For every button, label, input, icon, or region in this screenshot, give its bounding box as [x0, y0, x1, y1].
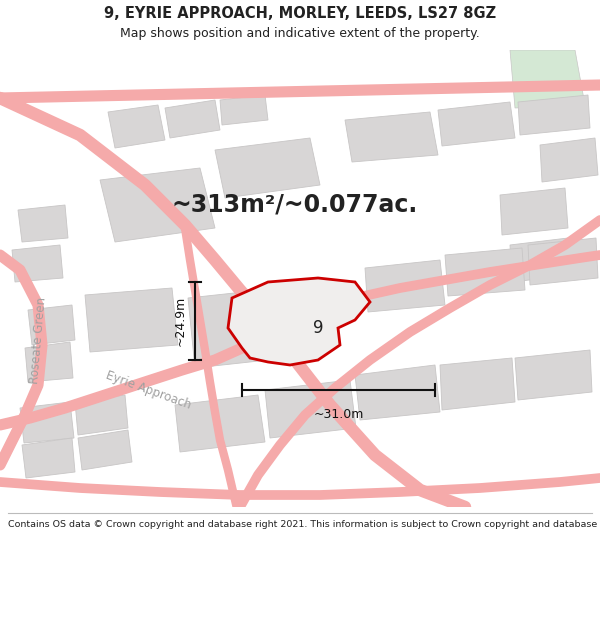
- Polygon shape: [18, 205, 68, 242]
- Text: Contains OS data © Crown copyright and database right 2021. This information is : Contains OS data © Crown copyright and d…: [8, 520, 600, 529]
- Text: ~31.0m: ~31.0m: [313, 408, 364, 421]
- Polygon shape: [108, 105, 165, 148]
- Polygon shape: [20, 402, 74, 443]
- Polygon shape: [500, 188, 568, 235]
- Polygon shape: [345, 112, 438, 162]
- Polygon shape: [100, 168, 215, 242]
- Text: Roseate Green: Roseate Green: [28, 296, 48, 384]
- Polygon shape: [518, 95, 590, 135]
- Polygon shape: [78, 430, 132, 470]
- Polygon shape: [355, 365, 440, 420]
- Polygon shape: [28, 305, 75, 345]
- Polygon shape: [220, 95, 268, 125]
- Polygon shape: [365, 260, 445, 312]
- Polygon shape: [175, 395, 265, 452]
- Polygon shape: [215, 138, 320, 198]
- Polygon shape: [445, 248, 525, 296]
- Polygon shape: [510, 50, 585, 108]
- Text: 9: 9: [313, 319, 323, 337]
- Text: 9, EYRIE APPROACH, MORLEY, LEEDS, LS27 8GZ: 9, EYRIE APPROACH, MORLEY, LEEDS, LS27 8…: [104, 6, 496, 21]
- Text: ~24.9m: ~24.9m: [174, 296, 187, 346]
- Polygon shape: [265, 380, 356, 438]
- Text: Eyrie Approach: Eyrie Approach: [104, 369, 193, 411]
- Text: ~313m²/~0.077ac.: ~313m²/~0.077ac.: [172, 193, 418, 217]
- Polygon shape: [515, 350, 592, 400]
- Polygon shape: [228, 278, 370, 365]
- Polygon shape: [540, 138, 598, 182]
- Polygon shape: [22, 438, 75, 478]
- Text: Map shows position and indicative extent of the property.: Map shows position and indicative extent…: [120, 28, 480, 41]
- Polygon shape: [510, 238, 572, 282]
- Polygon shape: [165, 100, 220, 138]
- Polygon shape: [85, 288, 178, 352]
- Polygon shape: [438, 102, 515, 146]
- Polygon shape: [440, 358, 515, 410]
- Polygon shape: [12, 245, 63, 282]
- Polygon shape: [25, 342, 73, 382]
- Polygon shape: [75, 395, 128, 435]
- Polygon shape: [188, 290, 268, 368]
- Polygon shape: [528, 238, 598, 285]
